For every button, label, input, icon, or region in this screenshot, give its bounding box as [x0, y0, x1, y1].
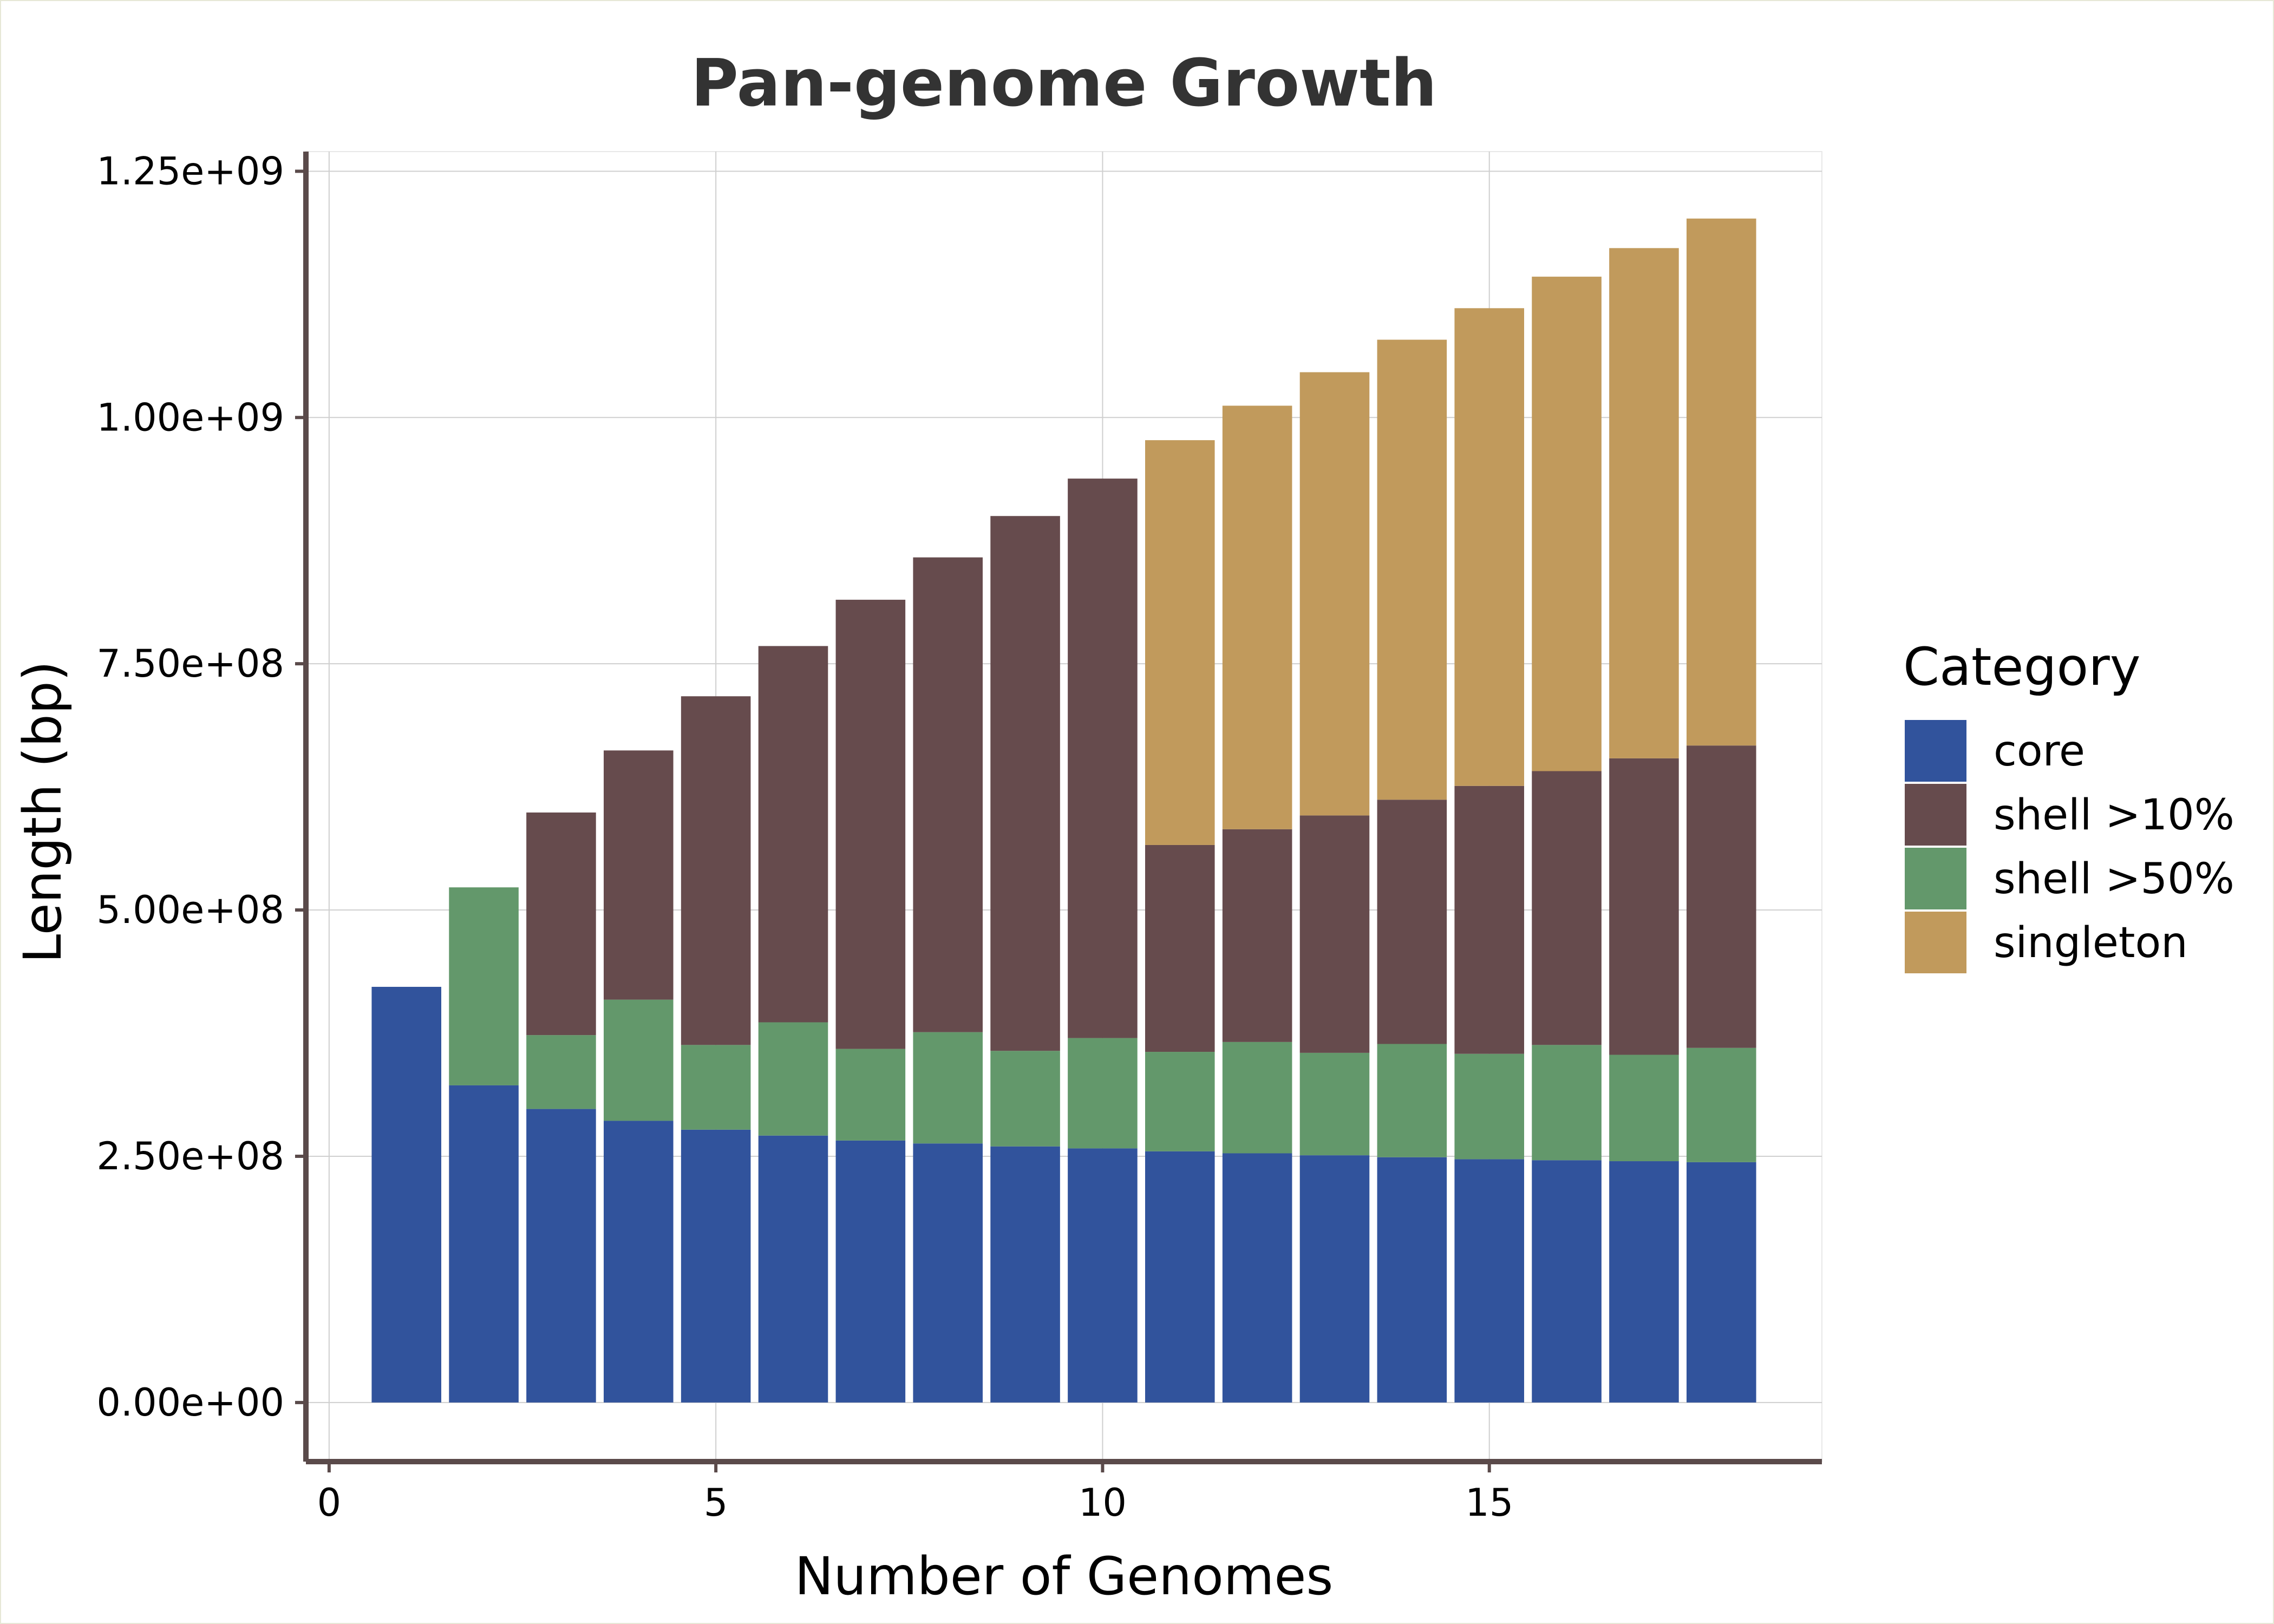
x-axis-title: Number of Genomes — [795, 1546, 1334, 1607]
bar-core-4 — [604, 1121, 674, 1403]
bar-shell-10-9 — [990, 516, 1060, 1051]
bar-core-12 — [1222, 1153, 1292, 1403]
bar-shell-10-7 — [835, 599, 906, 1049]
legend-label: shell >10% — [1994, 791, 2234, 840]
bar-shell-50-7 — [835, 1049, 906, 1141]
x-tick-label: 5 — [704, 1481, 728, 1525]
bar-shell-10-5 — [681, 696, 751, 1045]
bars — [371, 218, 1756, 1403]
y-axis-title: Length (bp) — [12, 661, 73, 963]
bar-singleton-14 — [1377, 339, 1447, 800]
bar-shell-50-14 — [1377, 1044, 1447, 1157]
legend-key-shell-50 — [1905, 848, 1966, 909]
legend-key-singleton — [1905, 912, 1966, 973]
y-tick-label: 2.50e+08 — [96, 1134, 284, 1178]
bar-shell-10-15 — [1454, 785, 1524, 1054]
legend-label: singleton — [1994, 919, 2188, 967]
y-tick-label: 1.00e+09 — [96, 395, 284, 440]
bar-shell-10-16 — [1532, 771, 1602, 1045]
bar-core-5 — [681, 1129, 751, 1403]
legend-label: core — [1994, 727, 2085, 776]
bar-shell-10-17 — [1609, 758, 1679, 1055]
bar-shell-10-13 — [1299, 815, 1370, 1053]
bar-singleton-12 — [1222, 405, 1292, 829]
bar-shell-50-11 — [1145, 1052, 1215, 1151]
bar-core-7 — [835, 1140, 906, 1403]
bar-singleton-15 — [1454, 308, 1524, 786]
bar-shell-50-15 — [1454, 1053, 1524, 1160]
bar-core-15 — [1454, 1159, 1524, 1403]
bar-shell-10-4 — [604, 750, 674, 1000]
y-tick-label: 0.00e+00 — [96, 1380, 284, 1425]
bar-shell-50-9 — [990, 1051, 1060, 1147]
bar-core-2 — [449, 1085, 519, 1403]
bar-shell-10-11 — [1145, 844, 1215, 1052]
bar-shell-10-12 — [1222, 829, 1292, 1042]
bar-shell-10-3 — [526, 812, 596, 1036]
axes — [295, 152, 1822, 1472]
bar-shell-50-3 — [526, 1035, 596, 1109]
bar-shell-50-16 — [1532, 1045, 1602, 1161]
bar-shell-50-10 — [1068, 1038, 1138, 1149]
bar-shell-10-6 — [758, 646, 828, 1023]
y-tick-label: 7.50e+08 — [96, 641, 284, 686]
y-tick-label: 1.25e+09 — [96, 149, 284, 193]
bar-core-17 — [1609, 1161, 1679, 1403]
bar-core-10 — [1068, 1148, 1138, 1403]
bar-shell-10-18 — [1687, 745, 1756, 1048]
bar-core-14 — [1377, 1157, 1447, 1403]
bar-core-9 — [990, 1146, 1060, 1403]
bar-core-8 — [913, 1143, 983, 1403]
bar-shell-50-18 — [1687, 1047, 1756, 1162]
bar-shell-10-14 — [1377, 800, 1447, 1044]
bar-shell-50-8 — [913, 1032, 983, 1144]
bar-core-13 — [1299, 1155, 1370, 1403]
bar-core-3 — [526, 1109, 596, 1403]
bar-shell-10-10 — [1068, 479, 1138, 1038]
x-tick-label: 0 — [317, 1481, 342, 1525]
bar-shell-50-5 — [681, 1045, 751, 1130]
chart-title: Pan-genome Growth — [691, 46, 1437, 121]
bar-shell-50-13 — [1299, 1052, 1370, 1156]
bar-singleton-18 — [1687, 218, 1756, 746]
bar-core-6 — [758, 1135, 828, 1403]
legend-title: Category — [1903, 637, 2141, 697]
bar-core-18 — [1687, 1162, 1756, 1403]
legend-key-core — [1905, 720, 1966, 782]
bar-singleton-17 — [1609, 248, 1679, 758]
y-tick-label: 5.00e+08 — [96, 888, 284, 932]
legend: Category core shell >10% shell >50% singlet… — [1903, 637, 2234, 973]
bar-shell-50-17 — [1609, 1055, 1679, 1162]
bar-core-16 — [1532, 1160, 1602, 1403]
x-tick-label: 10 — [1079, 1481, 1127, 1525]
bar-shell-10-8 — [913, 557, 983, 1032]
bar-shell-50-4 — [604, 999, 674, 1121]
bar-singleton-16 — [1532, 277, 1602, 771]
x-tick-label: 15 — [1465, 1481, 1513, 1525]
bar-shell-50-2 — [449, 887, 519, 1085]
bar-core-1 — [371, 986, 441, 1403]
bar-core-11 — [1145, 1151, 1215, 1403]
bar-singleton-11 — [1145, 440, 1215, 845]
bar-shell-50-6 — [758, 1022, 828, 1136]
legend-key-shell-10 — [1905, 784, 1966, 846]
tick-labels: 0.00e+00 2.50e+08 5.00e+08 7.50e+08 1.00e+09… — [96, 149, 1513, 1525]
bar-shell-50-12 — [1222, 1042, 1292, 1154]
bar-singleton-13 — [1299, 372, 1370, 816]
legend-label: shell >50% — [1994, 855, 2234, 903]
